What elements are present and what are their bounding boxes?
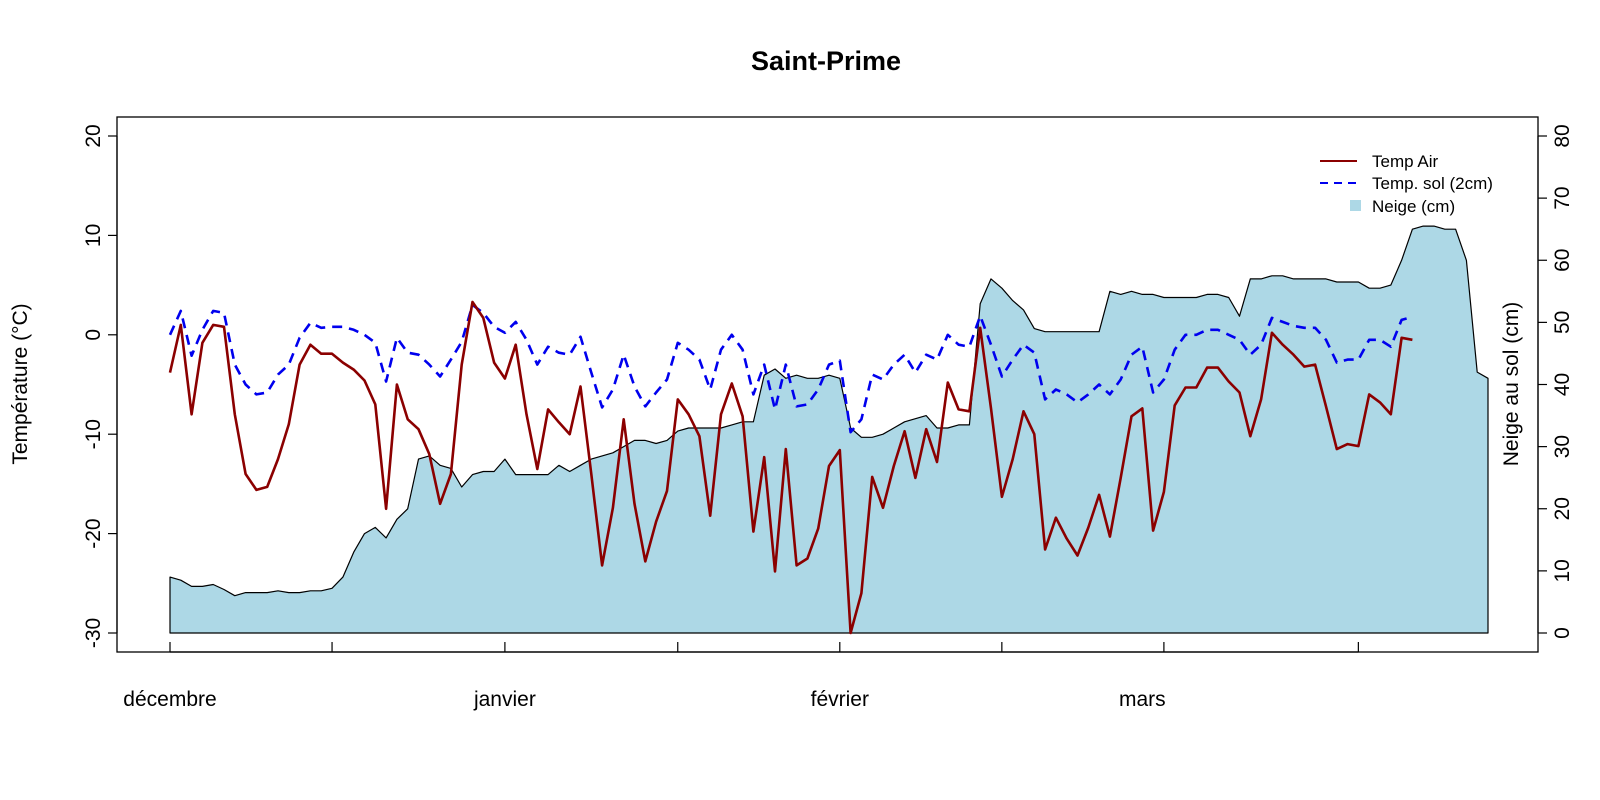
month-label: février [811,688,869,711]
month-label: décembre [123,688,216,711]
left-tick-label: -20 [82,518,105,548]
right-tick-label: 60 [1551,249,1574,272]
right-tick-label: 80 [1551,124,1574,147]
month-label: mars [1119,688,1166,711]
x-axis: décembre janvier février mars [123,642,1359,711]
left-tick-label: 0 [82,329,105,341]
chart-title: Saint-Prime [751,46,901,76]
legend-sol-label: Temp. sol (2cm) [1372,174,1493,193]
right-tick-label: 20 [1551,497,1574,520]
left-tick-label: 10 [82,224,105,247]
right-axis: 80 70 60 50 40 30 20 10 0 [1537,124,1574,639]
y2-axis-label: Neige au sol (cm) [1500,302,1523,467]
left-tick-label: -10 [82,419,105,449]
snow-area-layer [169,225,1489,634]
soil-temp-line [168,303,1413,434]
y-axis-label: Température (°C) [9,303,32,464]
air-temp-layer [168,300,1413,635]
snow-area [169,225,1489,634]
right-tick-label: 50 [1551,311,1574,334]
legend-air-label: Temp Air [1372,152,1438,171]
right-tick-label: 30 [1551,435,1574,458]
left-tick-label: 20 [82,124,105,147]
right-tick-label: 0 [1551,627,1574,639]
right-tick-label: 10 [1551,559,1574,582]
left-axis: 20 10 0 -10 -20 -30 [82,124,118,648]
legend-snow-label: Neige (cm) [1372,197,1455,216]
legend: Temp Air Temp. sol (2cm) Neige (cm) [1320,152,1493,216]
right-tick-label: 40 [1551,373,1574,396]
air-temp-line [168,300,1413,635]
left-tick-label: -30 [82,618,105,648]
month-label: janvier [473,688,536,711]
legend-snow-swatch [1350,200,1361,211]
soil-temp-layer [168,303,1413,434]
right-tick-label: 70 [1551,186,1574,209]
